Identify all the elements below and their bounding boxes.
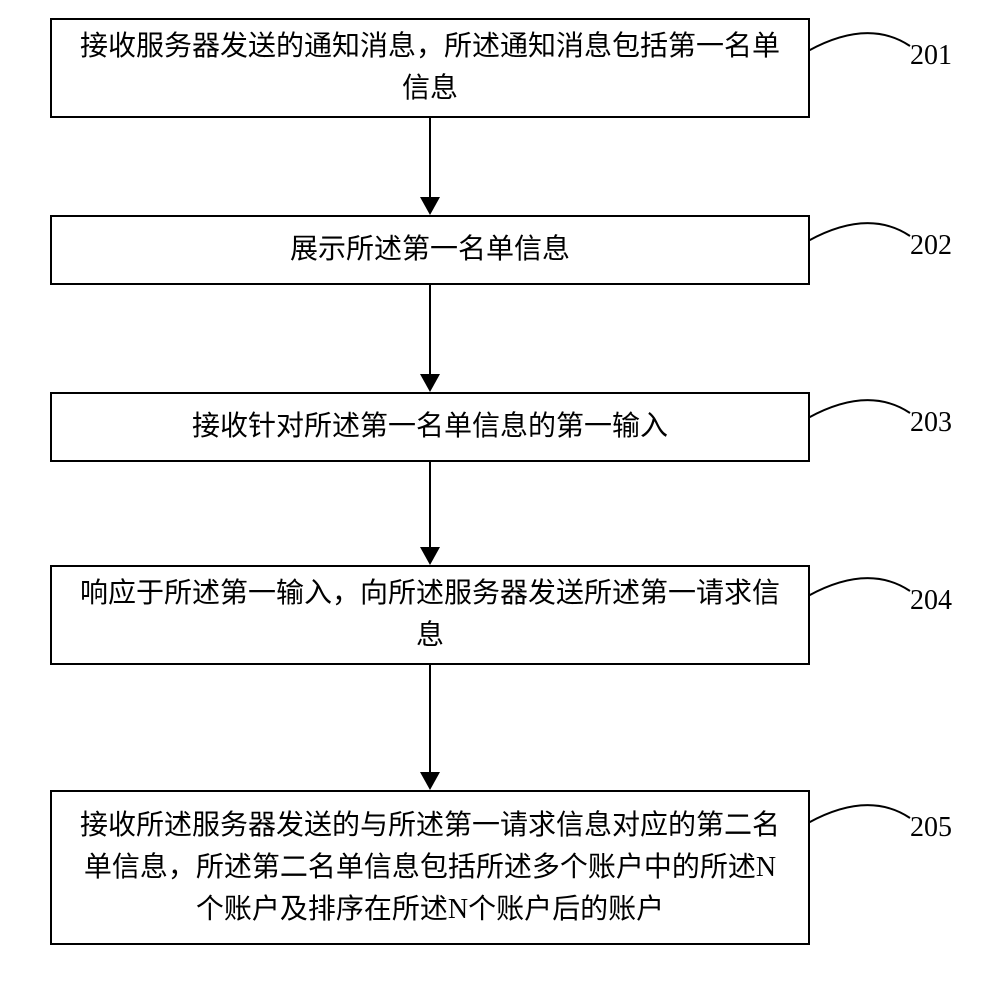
- connector-curve-3: [808, 385, 918, 445]
- step-label-4: 204: [910, 585, 952, 617]
- connector-curve-5: [808, 790, 918, 850]
- arrow-head-4: [420, 772, 440, 790]
- arrow-head-1: [420, 197, 440, 215]
- flowchart-container: 接收服务器发送的通知消息，所述通知消息包括第一名单信息 201 展示所述第一名单…: [0, 0, 1000, 985]
- step-label-3: 203: [910, 407, 952, 439]
- arrow-line-2: [429, 285, 431, 374]
- step-label-5: 205: [910, 812, 952, 844]
- connector-curve-1: [808, 18, 918, 78]
- box-text: 响应于所述第一输入，向所述服务器发送所述第一请求信息: [72, 573, 788, 657]
- connector-curve-2: [808, 208, 918, 268]
- flowchart-box-step3: 接收针对所述第一名单信息的第一输入: [50, 392, 810, 462]
- box-text: 接收针对所述第一名单信息的第一输入: [192, 406, 668, 448]
- arrow-line-1: [429, 118, 431, 197]
- connector-curve-4: [808, 563, 918, 623]
- step-label-1: 201: [910, 40, 952, 72]
- box-text: 接收所述服务器发送的与所述第一请求信息对应的第二名单信息，所述第二名单信息包括所…: [72, 805, 788, 931]
- arrow-head-3: [420, 547, 440, 565]
- box-text: 展示所述第一名单信息: [290, 229, 570, 271]
- box-text: 接收服务器发送的通知消息，所述通知消息包括第一名单信息: [72, 26, 788, 110]
- arrow-line-3: [429, 462, 431, 547]
- flowchart-box-step2: 展示所述第一名单信息: [50, 215, 810, 285]
- arrow-line-4: [429, 665, 431, 772]
- flowchart-box-step1: 接收服务器发送的通知消息，所述通知消息包括第一名单信息: [50, 18, 810, 118]
- step-label-2: 202: [910, 230, 952, 262]
- flowchart-box-step5: 接收所述服务器发送的与所述第一请求信息对应的第二名单信息，所述第二名单信息包括所…: [50, 790, 810, 945]
- flowchart-box-step4: 响应于所述第一输入，向所述服务器发送所述第一请求信息: [50, 565, 810, 665]
- arrow-head-2: [420, 374, 440, 392]
